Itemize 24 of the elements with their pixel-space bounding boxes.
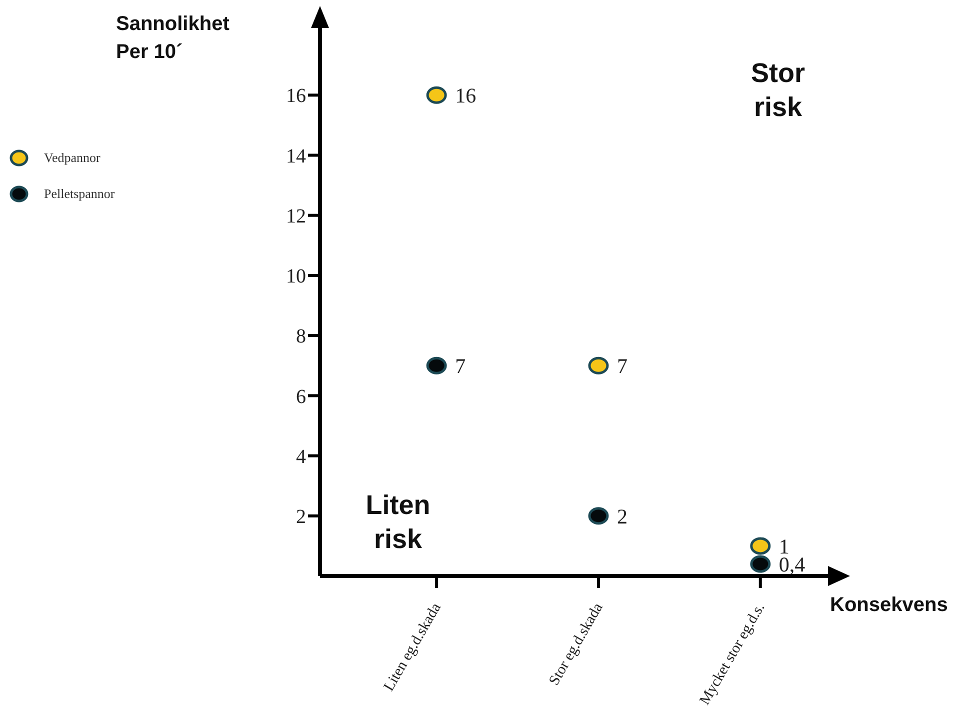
point [750, 537, 771, 555]
y-tick-label: 12 [286, 205, 306, 228]
y-tick-label: 16 [286, 85, 306, 108]
y-tick-label: 10 [286, 266, 306, 288]
point [588, 507, 609, 525]
point [426, 356, 447, 374]
y-tick-label: 6 [296, 386, 306, 408]
x-axis-title: Konsekvens [830, 594, 948, 617]
y-tick-label: 2 [296, 506, 306, 528]
point [426, 86, 447, 104]
data-label: 7 [455, 354, 466, 378]
y-tick-label: 8 [296, 326, 306, 348]
point [588, 356, 609, 374]
data-label: 7 [616, 354, 628, 378]
y-tick-label: 14 [286, 145, 306, 168]
legend-label: Vedpannor [44, 150, 100, 166]
legend-label: Pelletspannor [44, 186, 115, 202]
data-label: 2 [616, 504, 628, 528]
annotation: Stor risk [750, 57, 806, 124]
point [750, 555, 771, 573]
data-label: 16 [455, 84, 476, 108]
annotation: Liten risk [364, 489, 432, 556]
y-axis-title: Sannolikhet Per 10´ [116, 12, 230, 65]
y-tick-label: 4 [296, 446, 306, 468]
